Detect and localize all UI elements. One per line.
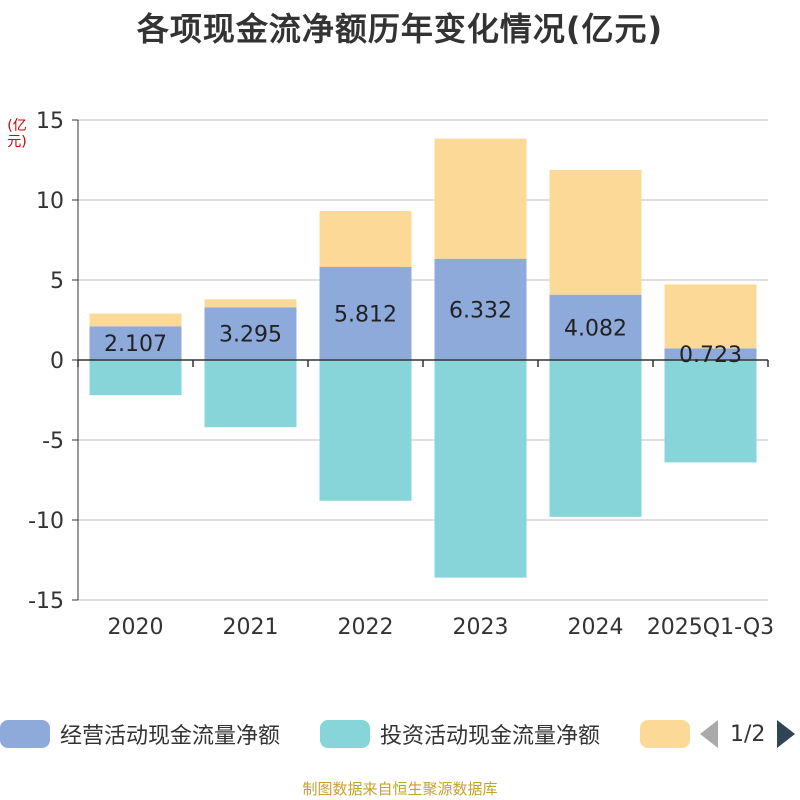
bar-series0-2024 [549,294,642,360]
bar-series2-2021 [204,299,297,308]
prev-page-icon[interactable] [700,720,718,748]
source-note: 制图数据来自恒生聚源数据库 [302,780,498,798]
bar-series2-2025Q1-Q3 [664,284,757,349]
bar-series2-2024 [549,169,642,295]
bar-series0-2022 [319,267,412,360]
x-tick-label: 2020 [108,615,164,640]
bar-series1-2021 [204,360,297,428]
bar-series2-2020 [89,313,182,327]
legend-swatch-investing [320,720,370,748]
bar-series1-2023 [434,360,527,578]
data-label: 6.332 [449,298,512,323]
bar-series1-2025Q1-Q3 [664,360,757,463]
y-tick-label: 5 [50,269,64,294]
x-tick-label: 2022 [338,615,394,640]
data-label: 5.812 [334,303,397,328]
y-tick-label: 10 [36,189,64,214]
x-tick-label: 2021 [223,615,279,640]
y-tick-label: 0 [50,349,64,374]
y-tick-label: -5 [42,429,64,454]
legend-swatch-operating [0,720,50,748]
data-label: 3.295 [219,323,282,348]
data-label: 0.723 [679,343,742,368]
bar-series0-2020 [89,326,182,360]
legend-label-investing: 投资活动现金流量净额 [380,724,601,749]
chart-title: 各项现金流净额历年变化情况(亿元) [136,10,664,48]
y-tick-label: -10 [28,509,64,534]
legend-page-indicator: 1/2 [730,721,766,747]
legend-item-financing[interactable] [640,714,700,754]
legend-label-operating: 经营活动现金流量净额 [60,724,281,749]
bar-series0-2023 [434,258,527,360]
bar-series2-2022 [319,211,412,268]
x-tick-label: 2025Q1-Q3 [647,615,774,640]
data-label: 2.107 [104,332,167,357]
x-tick-label: 2024 [568,615,624,640]
bar-series2-2023 [434,138,527,259]
bar-series1-2020 [89,360,182,396]
x-tick-label: 2023 [453,615,509,640]
y-tick-label: -15 [28,589,64,614]
bar-series1-2024 [549,360,642,517]
data-label: 4.082 [564,316,627,341]
next-page-icon[interactable] [777,720,796,748]
y-tick-label: 15 [36,109,64,134]
legend-item-investing[interactable]: 投资活动现金流量净额 [320,714,600,754]
bar-series1-2022 [319,360,412,501]
legend-pager: 1/2 [700,714,796,754]
legend-item-operating[interactable]: 经营活动现金流量净额 [0,714,280,754]
legend: 经营活动现金流量净额 投资活动现金流量净额 1/2 [0,714,800,754]
legend-swatch-financing [640,720,690,748]
y-axis-unit-label: (亿元) [7,118,27,150]
bar-series0-2025Q1-Q3 [664,348,757,360]
bar-series0-2021 [204,307,297,360]
